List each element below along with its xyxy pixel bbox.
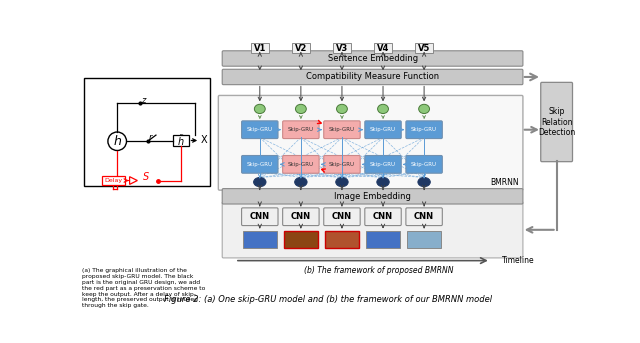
Ellipse shape (254, 104, 265, 114)
Text: V4: V4 (377, 44, 389, 52)
Ellipse shape (419, 104, 429, 114)
Bar (284, 231, 318, 248)
Text: Timeline: Timeline (502, 256, 535, 265)
Text: Skip-GRU: Skip-GRU (411, 127, 437, 132)
Text: (b) The framework of proposed BMRNN: (b) The framework of proposed BMRNN (303, 266, 453, 275)
FancyBboxPatch shape (241, 155, 278, 173)
FancyBboxPatch shape (241, 121, 278, 139)
Ellipse shape (337, 104, 348, 114)
FancyBboxPatch shape (241, 208, 278, 226)
Text: Sentence Embedding: Sentence Embedding (328, 54, 418, 63)
Ellipse shape (378, 104, 388, 114)
Text: Skip
Relation
Detection: Skip Relation Detection (538, 107, 575, 137)
FancyBboxPatch shape (541, 82, 573, 162)
Text: (a) The graphical illustration of the
proposed skip-GRU model. The black
part is: (a) The graphical illustration of the pr… (83, 268, 205, 308)
FancyBboxPatch shape (222, 202, 523, 258)
Polygon shape (129, 177, 138, 185)
Bar (415, 43, 433, 54)
FancyBboxPatch shape (406, 121, 442, 139)
Ellipse shape (296, 104, 307, 114)
Text: S: S (143, 173, 149, 182)
Ellipse shape (377, 177, 389, 187)
Bar (407, 231, 441, 248)
Text: Skip-GRU: Skip-GRU (411, 162, 437, 167)
Text: CNN: CNN (414, 212, 434, 221)
Text: CNN: CNN (373, 212, 393, 221)
Text: BMRNN: BMRNN (490, 178, 519, 187)
Text: Delay: Delay (104, 178, 122, 183)
Text: Image Embedding: Image Embedding (334, 192, 411, 201)
Bar (84, 78, 210, 186)
Bar (102, 176, 125, 185)
Bar (173, 135, 189, 146)
Ellipse shape (336, 177, 348, 187)
FancyBboxPatch shape (324, 155, 360, 173)
FancyBboxPatch shape (283, 155, 319, 173)
Bar (243, 231, 277, 248)
Text: CNN: CNN (332, 212, 352, 221)
Bar (366, 231, 400, 248)
Text: $\tilde{h}$: $\tilde{h}$ (177, 133, 184, 148)
FancyBboxPatch shape (218, 95, 523, 190)
Text: r: r (148, 133, 152, 142)
Text: Compatibility Measure Function: Compatibility Measure Function (306, 72, 439, 82)
Text: V5: V5 (418, 44, 430, 52)
Bar (374, 43, 392, 54)
Bar (292, 43, 310, 54)
Text: CNN: CNN (291, 212, 311, 221)
Text: Skip-GRU: Skip-GRU (288, 127, 314, 132)
Text: V2: V2 (294, 44, 307, 52)
FancyBboxPatch shape (365, 155, 401, 173)
FancyBboxPatch shape (222, 69, 523, 85)
FancyBboxPatch shape (365, 208, 401, 226)
Text: X: X (201, 135, 207, 145)
Text: Skip-GRU: Skip-GRU (329, 127, 355, 132)
Ellipse shape (253, 177, 266, 187)
Text: z: z (141, 96, 146, 105)
FancyBboxPatch shape (222, 51, 523, 66)
FancyBboxPatch shape (324, 121, 360, 139)
Ellipse shape (294, 177, 307, 187)
FancyBboxPatch shape (324, 208, 360, 226)
Text: CNN: CNN (250, 212, 270, 221)
FancyBboxPatch shape (283, 121, 319, 139)
FancyBboxPatch shape (406, 208, 442, 226)
FancyBboxPatch shape (222, 189, 523, 204)
Text: Skip-GRU: Skip-GRU (370, 127, 396, 132)
Bar (325, 231, 359, 248)
Text: Skip-GRU: Skip-GRU (329, 162, 355, 167)
Bar (333, 43, 351, 54)
Text: V1: V1 (253, 44, 266, 52)
FancyBboxPatch shape (406, 155, 442, 173)
Text: Figure 2: (a) One skip-GRU model and (b) the framework of our BMRNN model: Figure 2: (a) One skip-GRU model and (b)… (164, 295, 492, 304)
Text: Skip-GRU: Skip-GRU (370, 162, 396, 167)
Text: Skip-GRU: Skip-GRU (247, 162, 273, 167)
FancyBboxPatch shape (365, 121, 401, 139)
Text: Skip-GRU: Skip-GRU (247, 127, 273, 132)
FancyBboxPatch shape (283, 208, 319, 226)
Ellipse shape (108, 132, 127, 151)
Bar (250, 43, 269, 54)
Text: h: h (113, 135, 121, 148)
Text: Skip-GRU: Skip-GRU (288, 162, 314, 167)
Ellipse shape (418, 177, 430, 187)
Text: V3: V3 (336, 44, 348, 52)
